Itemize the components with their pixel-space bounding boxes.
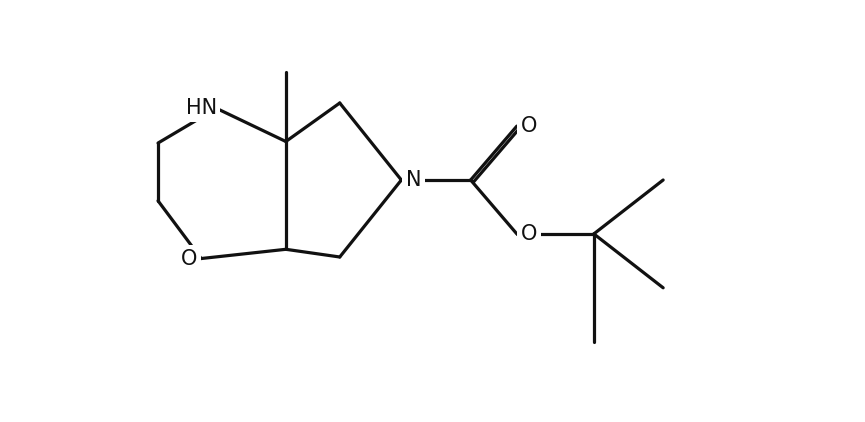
Text: HN: HN — [186, 98, 217, 119]
Text: O: O — [181, 249, 197, 268]
Text: O: O — [521, 116, 537, 136]
Text: O: O — [521, 224, 537, 244]
Text: N: N — [406, 170, 421, 190]
